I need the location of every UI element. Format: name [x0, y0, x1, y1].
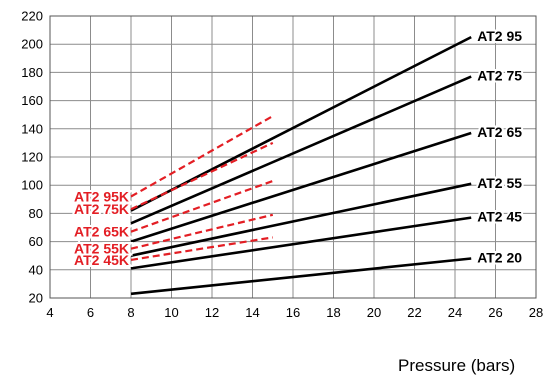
series-line-at2-75: [130, 75, 472, 225]
series-label: AT2 20: [477, 250, 522, 266]
series-line-at2-55: [130, 182, 472, 257]
y-tick-label: 20: [29, 291, 43, 306]
y-tick-label: 60: [29, 234, 43, 249]
series-line-at2-20: [130, 257, 472, 296]
x-tick-label: 18: [326, 305, 340, 320]
y-tick-label: 200: [21, 37, 43, 52]
series-label: AT2 65K: [74, 224, 129, 240]
y-tick-label: 40: [29, 262, 43, 277]
x-tick-label: 8: [127, 305, 134, 320]
series-label: AT2 55: [477, 175, 522, 191]
series-line-at2-65k: [130, 179, 274, 233]
series-label: AT2 75K: [74, 201, 129, 217]
series-label: AT2 95: [477, 28, 522, 44]
plot-frame: [49, 15, 537, 299]
y-tick-label: 100: [21, 178, 43, 193]
x-tick-label: 14: [245, 305, 259, 320]
series-line-at2-45k: [130, 236, 273, 261]
x-tick-label: 24: [448, 305, 462, 320]
y-tick-label: 220: [21, 9, 43, 24]
series-line-at2-95k: [130, 115, 274, 198]
y-tick-label: 140: [21, 121, 43, 136]
series-lines: [130, 35, 472, 296]
x-tick-label: 12: [205, 305, 219, 320]
x-tick-label: 16: [286, 305, 300, 320]
series-labels: AT2 95 AT2 75 AT2 65 AT2 55 AT2 45 AT2 20 AT2 …: [72, 26, 524, 270]
series-label: AT2 65: [477, 124, 522, 140]
x-tick-label: 4: [46, 305, 53, 320]
x-tick-label: 26: [488, 305, 502, 320]
series-line-at2-95: [130, 35, 472, 212]
x-tick-label: 10: [164, 305, 178, 320]
y-tick-label: 160: [21, 93, 43, 108]
series-label: AT2 75: [477, 68, 522, 84]
series-line-at2-45: [130, 216, 472, 270]
y-tick-label: 80: [29, 206, 43, 221]
axis-ticks: 20 40 60 80 100 120 140 160 180 200 220 4 6 8 10 12 14 16…: [21, 9, 543, 321]
x-tick-label: 22: [407, 305, 421, 320]
series-label: AT2 45: [477, 209, 522, 225]
x-axis-label: Pressure (bars): [398, 356, 516, 375]
x-tick-label: 6: [87, 305, 94, 320]
x-tick-label: 20: [367, 305, 381, 320]
series-line-at2-55k: [130, 213, 274, 250]
x-tick-label: 28: [529, 305, 543, 320]
series-line-at2-75k: [130, 141, 274, 211]
series-line-at2-65: [130, 131, 472, 243]
series-label: AT2 95K: [74, 188, 129, 204]
y-tick-label: 180: [21, 65, 43, 80]
y-tick-label: 120: [21, 150, 43, 165]
series-label: AT2 45K: [74, 252, 129, 268]
series-label: AT2 55K: [74, 241, 129, 257]
